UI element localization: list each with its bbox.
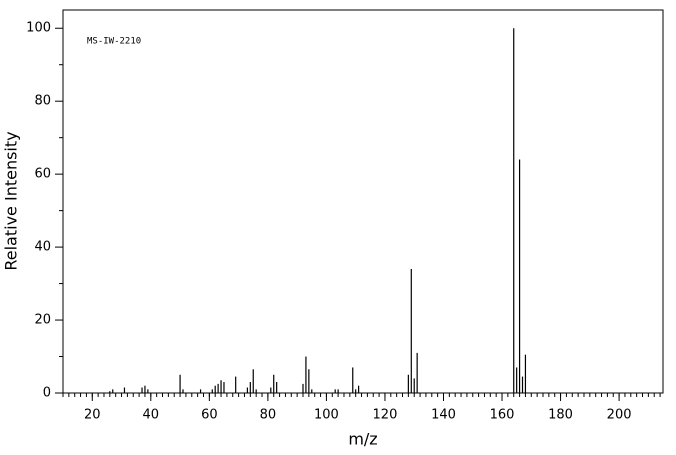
- y-tick-label: 60: [34, 167, 51, 182]
- y-tick-label: 20: [34, 313, 51, 328]
- y-tick-label: 0: [43, 386, 51, 401]
- x-tick-label: 40: [143, 408, 160, 423]
- y-tick-label: 40: [34, 240, 51, 255]
- y-axis-label: Relative Intensity: [2, 131, 21, 270]
- plot-frame: [62, 9, 664, 394]
- y-tick-label: 80: [34, 94, 51, 109]
- x-tick-label: 200: [607, 408, 632, 423]
- x-tick-label: 20: [84, 408, 101, 423]
- x-tick-label: 180: [548, 408, 573, 423]
- x-tick-label: 100: [314, 408, 339, 423]
- x-tick-label: 140: [431, 408, 456, 423]
- x-tick-label: 60: [201, 408, 218, 423]
- x-axis-label: m/z: [348, 430, 377, 449]
- annotation: MS-IW-2210: [87, 37, 141, 47]
- y-tick-label: 100: [26, 21, 51, 36]
- x-tick-label: 160: [490, 408, 515, 423]
- x-tick-label: 80: [260, 408, 277, 423]
- x-tick-label: 120: [373, 408, 398, 423]
